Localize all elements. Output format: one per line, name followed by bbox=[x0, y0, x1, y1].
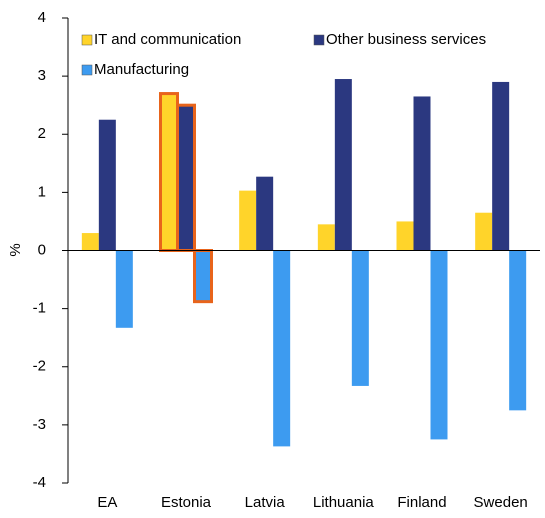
bar bbox=[509, 250, 527, 411]
bar bbox=[98, 119, 116, 251]
bar bbox=[475, 212, 493, 251]
legend-label: Other business services bbox=[326, 31, 486, 48]
x-tick-label: Estonia bbox=[161, 494, 212, 511]
bar bbox=[239, 190, 257, 251]
y-tick-label: 4 bbox=[38, 9, 46, 26]
x-tick-label: Lithuania bbox=[313, 494, 375, 511]
legend-swatch bbox=[81, 34, 93, 46]
bar bbox=[193, 249, 213, 304]
bar bbox=[273, 250, 291, 447]
bar bbox=[334, 79, 352, 251]
bar bbox=[115, 250, 133, 328]
legend-label: IT and communication bbox=[94, 31, 241, 48]
y-tick-label: 3 bbox=[38, 67, 46, 84]
y-tick-label: -2 bbox=[33, 358, 46, 375]
x-tick-label: EA bbox=[97, 494, 117, 511]
bar bbox=[81, 233, 99, 251]
bar bbox=[396, 221, 414, 251]
bar bbox=[430, 250, 448, 440]
y-tick-label: -3 bbox=[33, 416, 46, 433]
x-tick-label: Sweden bbox=[474, 494, 528, 511]
bar bbox=[492, 81, 510, 251]
y-tick-label: 1 bbox=[38, 183, 46, 200]
legend-label: Manufacturing bbox=[94, 61, 189, 78]
legend-swatch bbox=[81, 64, 93, 76]
bar bbox=[159, 92, 179, 252]
bar bbox=[351, 250, 369, 386]
y-tick-label: -4 bbox=[33, 474, 46, 491]
x-tick-label: Finland bbox=[397, 494, 446, 511]
y-tick-label: 0 bbox=[38, 241, 46, 258]
y-tick-label: -1 bbox=[33, 300, 46, 317]
legend-swatch bbox=[313, 34, 325, 46]
bar bbox=[176, 103, 196, 252]
y-axis-label: % bbox=[7, 243, 24, 256]
y-tick-label: 2 bbox=[38, 125, 46, 142]
bar bbox=[317, 224, 335, 251]
x-tick-label: Latvia bbox=[245, 494, 286, 511]
bar bbox=[256, 176, 274, 251]
bar bbox=[413, 96, 431, 251]
